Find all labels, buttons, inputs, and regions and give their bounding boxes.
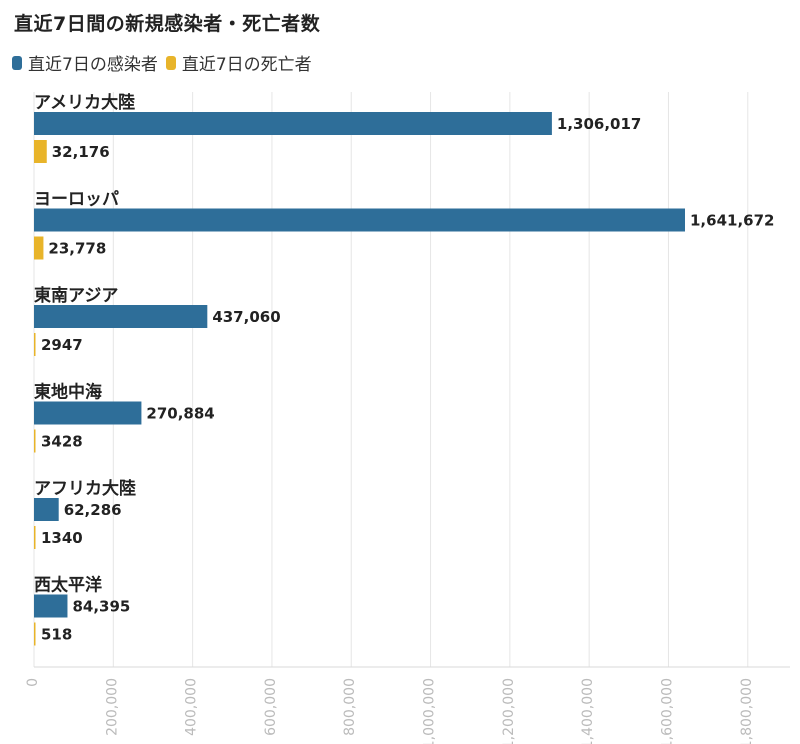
- category-label: アメリカ大陸: [34, 92, 135, 113]
- x-tick-label: 1,600,000: [659, 678, 675, 744]
- x-tick-label: 600,000: [263, 678, 279, 736]
- bar-infections: [34, 305, 208, 328]
- chart-title: 直近7日間の新規感染者・死亡者数: [14, 13, 321, 35]
- value-label-infections: 1,641,672: [690, 212, 774, 230]
- bar-deaths: [34, 429, 36, 453]
- value-label-deaths: 23,778: [48, 240, 106, 258]
- x-tick-label: 400,000: [184, 678, 200, 736]
- bar-deaths: [34, 526, 36, 549]
- value-label-infections: 62,286: [64, 501, 122, 519]
- bar-infections: [34, 401, 142, 425]
- category-label: アフリカ大陸: [34, 478, 136, 499]
- bar-deaths: [34, 140, 47, 163]
- legend-swatch-deaths: [165, 55, 176, 70]
- bar-infections: [34, 208, 685, 232]
- bar-infections: [34, 594, 68, 618]
- category-label: 西太平洋: [34, 575, 102, 596]
- value-label-deaths: 1340: [41, 529, 83, 547]
- legend-item-infections: 直近7日の感染者: [12, 50, 158, 75]
- bar-infections: [34, 498, 59, 521]
- legend-label-infections: 直近7日の感染者: [28, 55, 158, 75]
- legend: 直近7日の感染者 直近7日の死亡者: [12, 50, 320, 75]
- x-tick-label: 1,000,000: [422, 678, 438, 744]
- value-label-deaths: 518: [41, 626, 72, 644]
- x-tick-label: 800,000: [342, 678, 358, 736]
- category-label: 東南アジア: [34, 285, 118, 306]
- category-label: 東地中海: [34, 382, 102, 403]
- legend-label-deaths: 直近7日の死亡者: [181, 55, 312, 75]
- x-tick-label: 1,400,000: [580, 678, 596, 744]
- legend-swatch-infections: [12, 55, 22, 70]
- value-label-infections: 84,395: [72, 598, 130, 616]
- bar-infections: [34, 112, 552, 135]
- value-label-deaths: 3428: [41, 433, 83, 451]
- x-tick-label: 200,000: [104, 678, 120, 736]
- x-tick-label: 0: [25, 678, 41, 687]
- value-label-infections: 437,060: [212, 308, 280, 326]
- category-label: ヨーロッパ: [34, 190, 119, 210]
- value-label-deaths: 2947: [41, 336, 83, 354]
- legend-item-deaths: 直近7日の死亡者: [165, 50, 312, 75]
- x-tick-label: 1,800,000: [739, 678, 755, 744]
- x-tick-label: 1,200,000: [501, 678, 517, 744]
- value-label-infections: 1,306,017: [557, 115, 641, 133]
- value-label-infections: 270,884: [146, 405, 214, 423]
- bar-deaths: [34, 333, 36, 356]
- bar-deaths: [34, 236, 44, 260]
- value-label-deaths: 32,176: [52, 143, 110, 161]
- bar-deaths: [34, 622, 36, 646]
